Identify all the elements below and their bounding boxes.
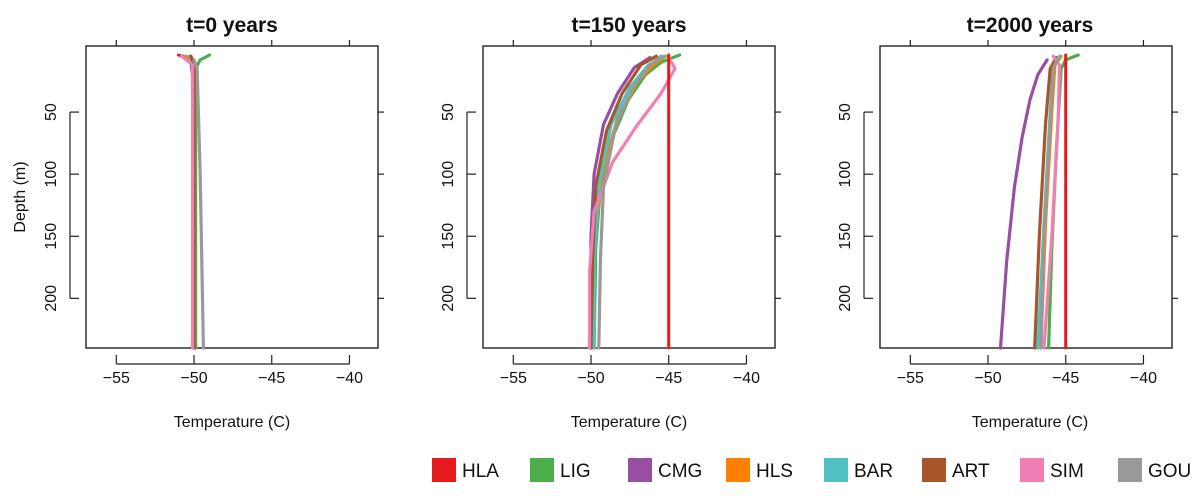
panel-3-x-tick-label: −50 <box>974 370 1001 387</box>
panel-2-y-axis: 50 100 150 200 <box>440 103 781 312</box>
panel-2-line-gou <box>597 54 663 350</box>
panel-3-x-tick-label: −45 <box>1052 370 1079 387</box>
panel-1-y-label: Depth (m) <box>12 161 29 232</box>
panel-1-plot-area <box>85 45 379 349</box>
panel-3-x-tick-label: −55 <box>897 370 924 387</box>
panel-3-title: t=2000 years <box>967 14 1094 37</box>
panel-1-y-tick-label: 100 <box>43 161 60 188</box>
panel-3-x-label: Temperature (C) <box>972 414 1088 431</box>
panel-2-y-tick-label: 150 <box>440 223 457 250</box>
panel-1-y-tick-label: 200 <box>43 285 60 312</box>
panel-2-y-tick-label: 200 <box>440 285 457 312</box>
panel-2-x-axis: −55 −50 −45 −40 <box>500 40 760 387</box>
panel-3-y-tick-label: 200 <box>837 285 854 312</box>
panel-3-plot-area <box>879 45 1173 349</box>
panel-2-x-tick-label: −50 <box>577 370 604 387</box>
panel-1-series <box>177 53 212 350</box>
legend-swatch-cmg <box>628 458 652 482</box>
legend-label-art: ART <box>952 461 990 482</box>
panel-1-x-label: Temperature (C) <box>174 414 290 431</box>
legend-label-bar: BAR <box>854 461 893 482</box>
legend-swatch-sim <box>1020 458 1044 482</box>
panel-1-x-tick-label: −55 <box>103 370 130 387</box>
panel-3-line-cmg <box>998 58 1049 350</box>
panel-2-y-tick-label: 100 <box>440 161 457 188</box>
panel-1-x-tick-label: −40 <box>336 370 363 387</box>
panel-3-line-art <box>1033 55 1058 350</box>
panel-1-x-axis: −55 −50 −45 −40 <box>103 40 363 387</box>
legend-swatch-gou <box>1118 458 1142 482</box>
legend: HLA LIG CMG HLS BAR ART SIM GOU <box>432 458 1191 482</box>
legend-swatch-art <box>922 458 946 482</box>
panel-2-y-tick-label: 50 <box>440 103 457 121</box>
panel-3-y-tick-label: 50 <box>837 103 854 121</box>
panel-2-line-lig <box>592 53 682 350</box>
panel-2-x-tick-label: −45 <box>655 370 682 387</box>
panel-3-line-gou <box>1039 55 1060 350</box>
legend-label-cmg: CMG <box>658 461 702 482</box>
panel-1-x-tick-label: −50 <box>180 370 207 387</box>
legend-label-gou: GOU <box>1148 461 1191 482</box>
panel-1-y-tick-label: 150 <box>43 223 60 250</box>
panel-3-y-tick-label: 150 <box>837 223 854 250</box>
legend-label-hla: HLA <box>462 461 499 482</box>
legend-label-hls: HLS <box>756 461 793 482</box>
panel-2-series <box>587 53 682 350</box>
panel-3-y-axis: 50 100 150 200 <box>837 103 1178 312</box>
panel-1: t=0 years −55 −50 −45 −40 50 100 150 200 Tempe… <box>12 14 384 431</box>
panel-1-line-sim <box>180 54 195 350</box>
panel-2-x-tick-label: −55 <box>500 370 527 387</box>
panel-3: t=2000 years −55 −50 −45 −40 50 100 150 200 Te… <box>837 14 1178 431</box>
legend-swatch-hla <box>432 458 456 482</box>
panel-3-x-tick-label: −40 <box>1130 370 1157 387</box>
panel-1-title: t=0 years <box>186 14 278 37</box>
panel-1-y-axis: 50 100 150 200 <box>43 103 384 312</box>
panel-2-line-art <box>589 54 658 350</box>
panel-1-line-gou <box>192 58 205 350</box>
legend-swatch-bar <box>824 458 848 482</box>
panel-3-series <box>998 53 1080 350</box>
panel-2-title: t=150 years <box>571 14 686 37</box>
panel-2: t=150 years −55 −50 −45 −40 50 100 150 200 Tem… <box>440 14 781 431</box>
panel-3-y-tick-label: 100 <box>837 161 854 188</box>
legend-swatch-hls <box>726 458 750 482</box>
panel-2-x-tick-label: −40 <box>733 370 760 387</box>
legend-label-sim: SIM <box>1050 461 1084 482</box>
panel-1-y-tick-label: 50 <box>43 103 60 121</box>
panel-2-line-sim <box>587 55 677 350</box>
panel-2-x-label: Temperature (C) <box>571 414 687 431</box>
panel-2-plot-area <box>482 45 776 349</box>
panel-3-x-axis: −55 −50 −45 −40 <box>897 40 1157 387</box>
legend-label-lig: LIG <box>560 461 591 482</box>
panel-1-x-tick-label: −45 <box>258 370 285 387</box>
panel-1-line-lig <box>194 53 212 350</box>
legend-swatch-lig <box>530 458 554 482</box>
